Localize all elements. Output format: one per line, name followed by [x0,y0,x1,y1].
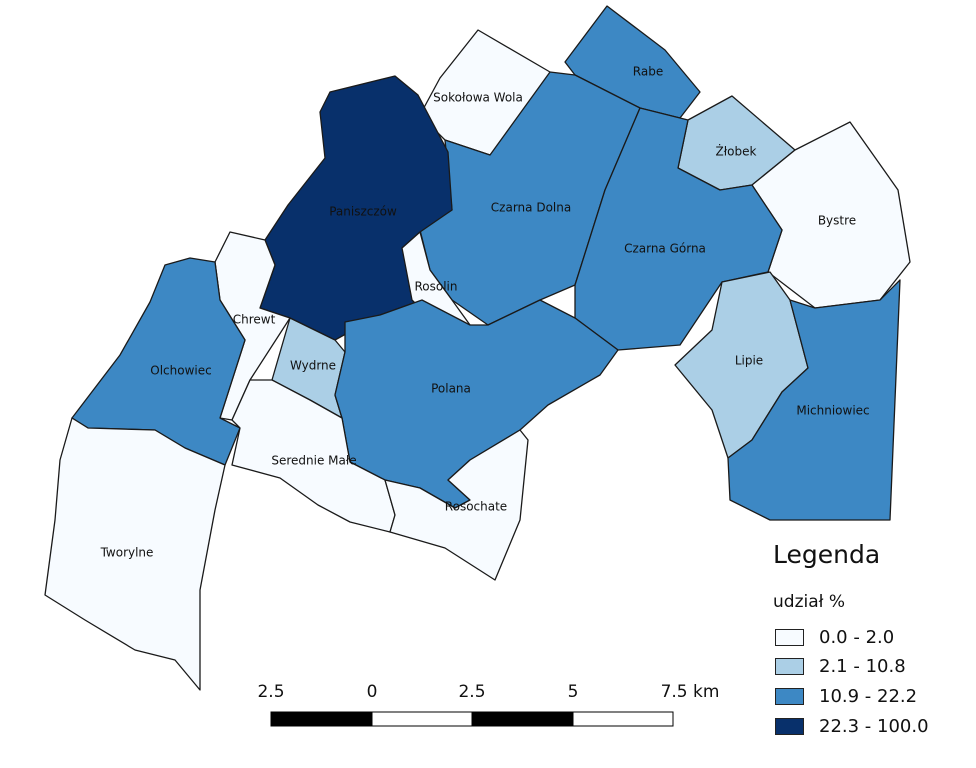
region-label: Lipie [735,354,763,368]
region-rosochate[interactable] [384,429,529,581]
legend-item: 22.3 - 100.0 [775,715,929,737]
scale-tick-label: 2.5 [458,682,485,702]
legend-subtitle: udział % [773,592,846,612]
scale-segment [572,711,674,727]
legend-item: 2.1 - 10.8 [775,655,906,677]
scale-tick-label: 7.5 km [661,682,720,702]
scale-tick-label: 2.5 [257,682,284,702]
legend-label: 22.3 - 100.0 [819,715,929,737]
region-label: Serednie Małe [271,454,356,468]
region-label: Sokołowa Wola [433,91,523,105]
legend-item: 0.0 - 2.0 [775,626,894,648]
region-label: Michniowiec [796,404,869,418]
scale-segment [371,711,473,727]
region-label: Rabe [633,65,663,79]
region-michniowiec[interactable] [727,279,901,521]
region-label: Polana [431,382,471,396]
region-label: Tworylne [100,546,154,560]
region-label: Wydrne [290,359,336,373]
legend-swatch [775,628,804,646]
legend-swatch [775,687,804,705]
legend-label: 10.9 - 22.2 [819,685,918,707]
scale-tick-label: 0 [367,682,378,702]
region-label: Olchowiec [150,364,211,378]
region-label: Rosolin [414,280,457,294]
legend-swatch [775,717,804,735]
region-label: Paniszczów [329,205,397,219]
legend-title: Legenda [773,540,881,569]
region-label: Chrewt [233,313,276,327]
legend-label: 0.0 - 2.0 [819,626,895,648]
region-label: Czarna Dolna [491,201,571,215]
scale-segment [471,711,574,727]
region-label: Żłobek [716,144,757,159]
region-tworylne[interactable] [44,417,226,691]
scale-segment [270,711,373,727]
legend-item: 10.9 - 22.2 [775,685,917,707]
region-label: Bystre [818,214,856,228]
scale-bar: 2.5 0 2.5 5 7.5 km [257,682,720,727]
region-label: Czarna Górna [624,242,706,256]
region-label: Rosochate [445,500,507,514]
scale-tick-label: 5 [568,682,579,702]
legend-label: 2.1 - 10.8 [819,655,906,677]
legend-swatch [775,657,804,675]
